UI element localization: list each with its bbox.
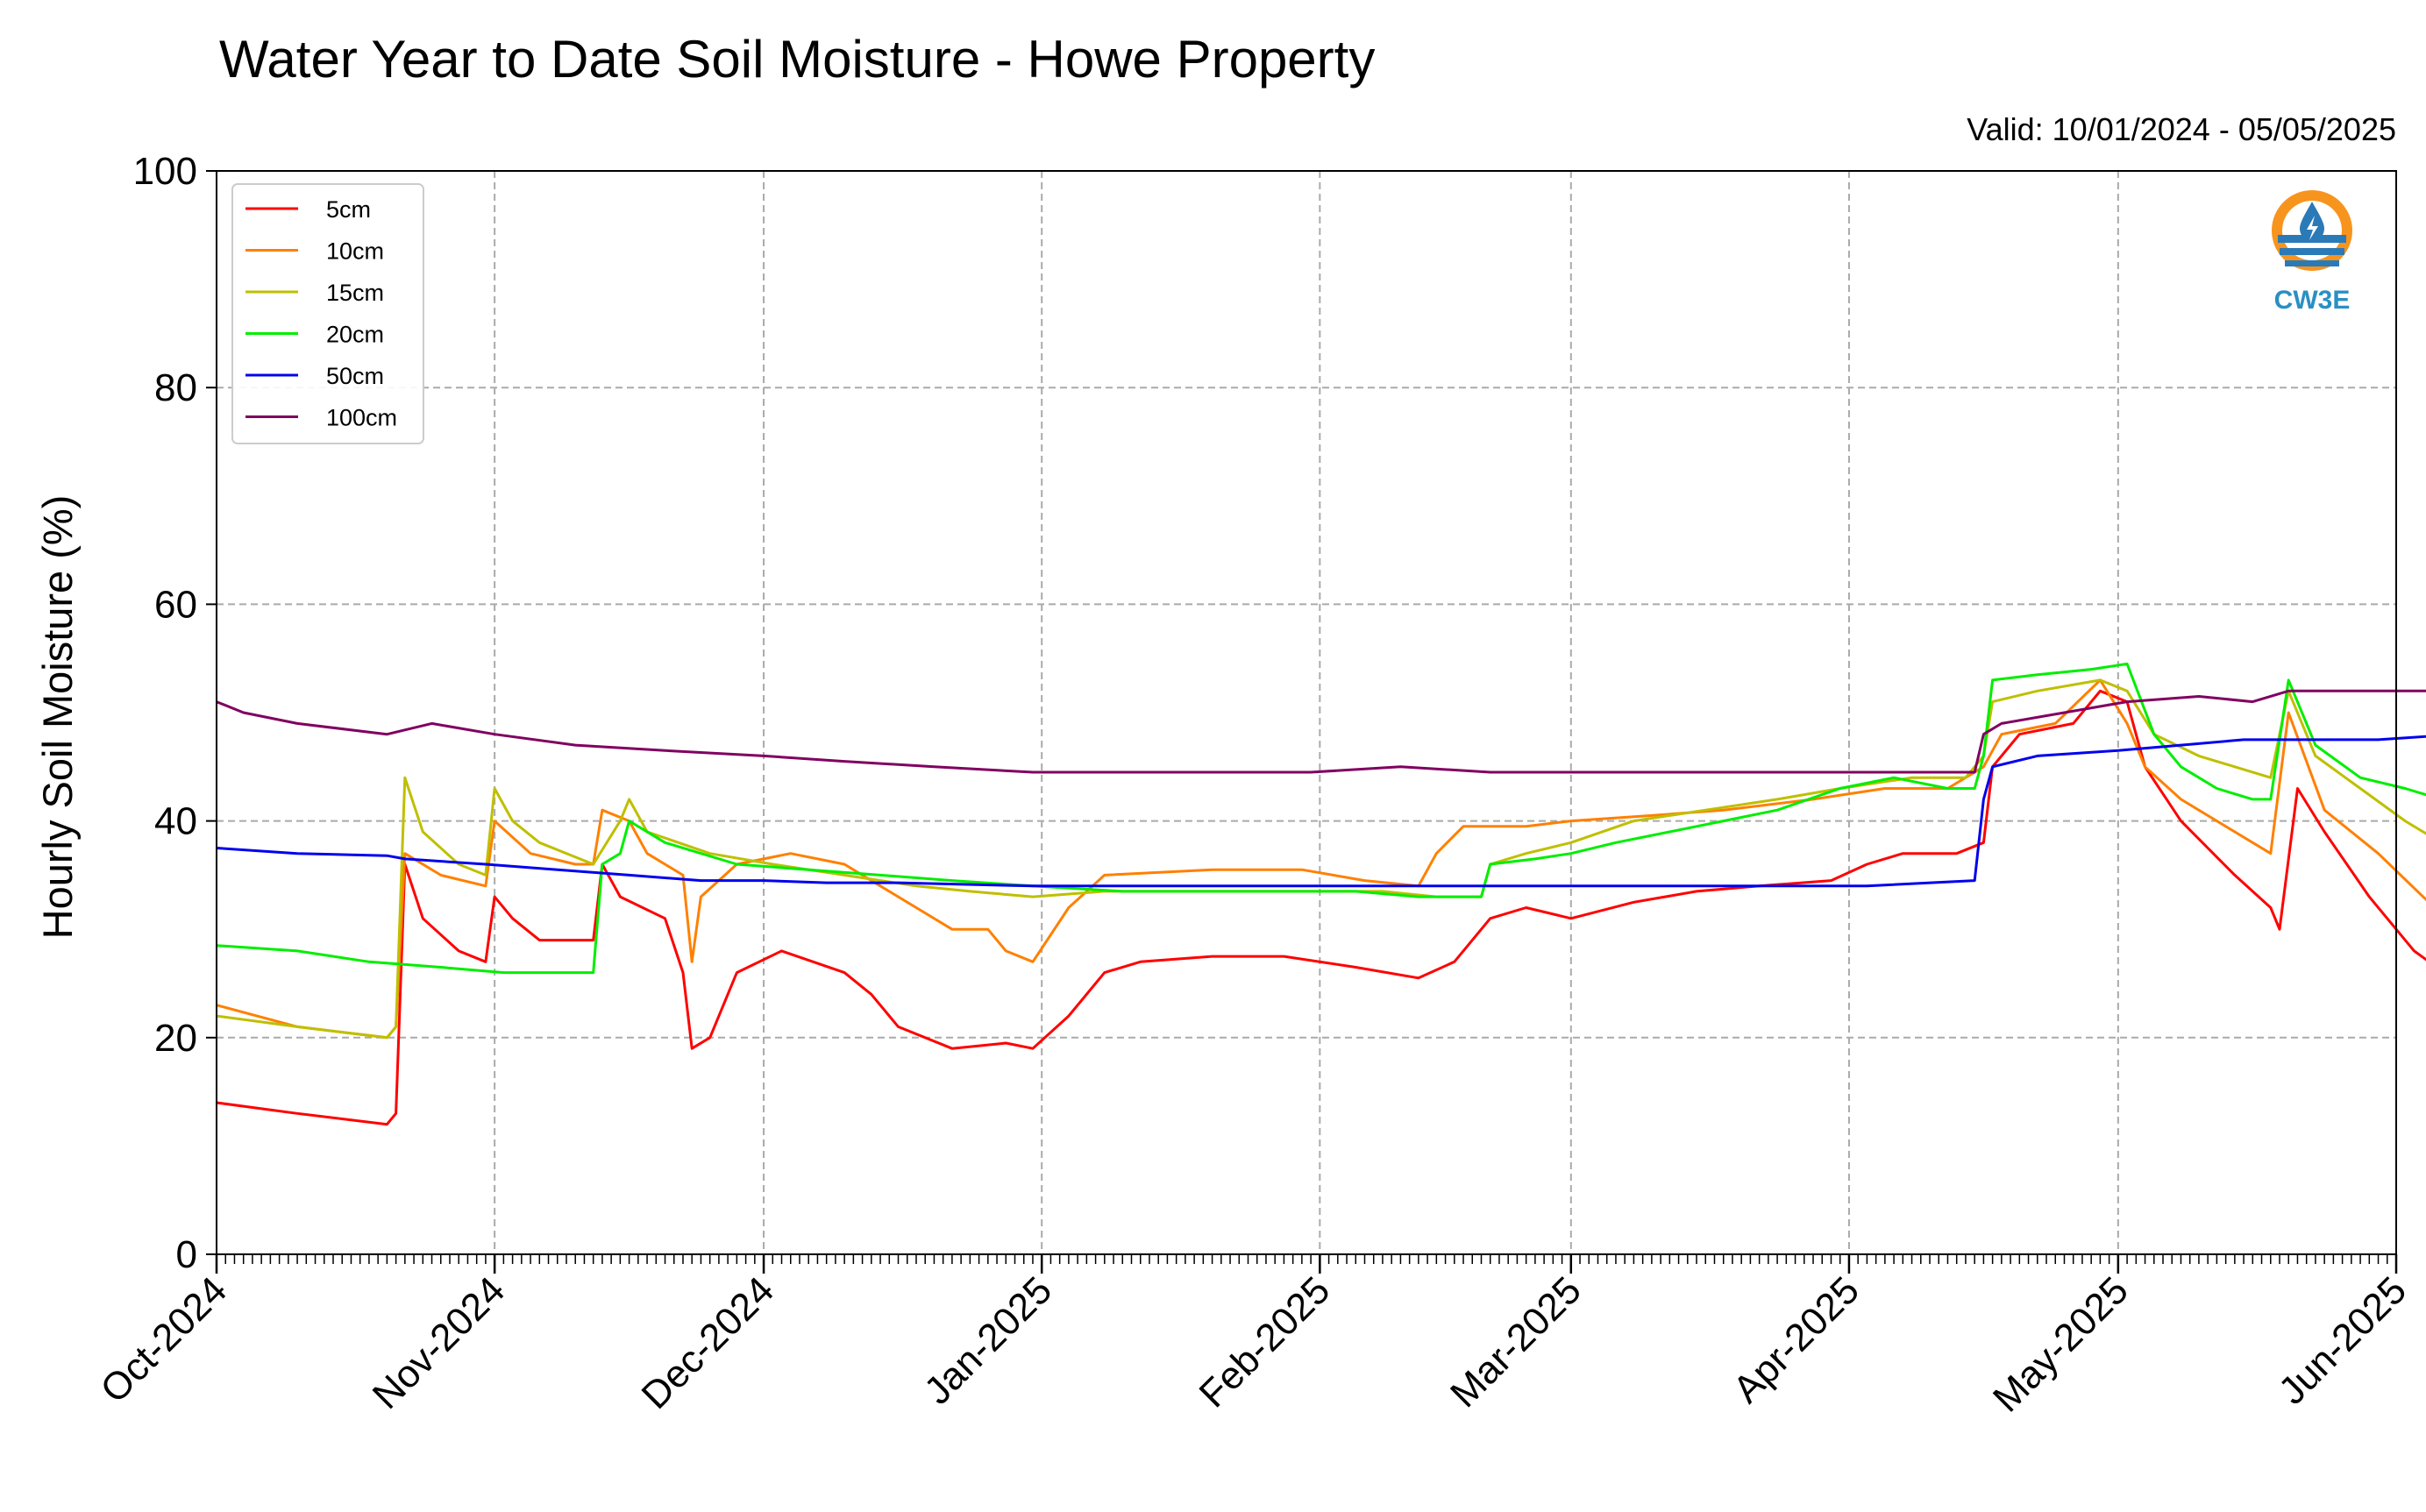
x-tick-label: Oct-2024 — [92, 1268, 235, 1411]
series-line-10cm — [216, 678, 2426, 1040]
legend-label-50cm: 50cm — [326, 363, 384, 389]
y-tick-label: 0 — [176, 1233, 197, 1276]
legend-label-10cm: 10cm — [326, 238, 384, 265]
y-tick-labels: 0 20 40 60 80 100 — [133, 150, 197, 1276]
gridlines — [217, 171, 2396, 1254]
chart-title: Water Year to Date Soil Moisture - Howe … — [219, 30, 1375, 89]
legend-label-20cm: 20cm — [326, 322, 384, 348]
x-tick-label: Nov-2024 — [365, 1268, 514, 1417]
x-tick-label: Apr-2025 — [1725, 1268, 1868, 1411]
x-tick-label: Jun-2025 — [2271, 1268, 2415, 1412]
y-tick-label: 40 — [154, 800, 197, 843]
y-tick-label: 20 — [154, 1017, 197, 1060]
y-tick-label: 60 — [154, 583, 197, 626]
valid-date-range: Valid: 10/01/2024 - 05/05/2025 — [1967, 111, 2396, 147]
plot-frame — [216, 170, 2397, 1255]
legend-label-15cm: 15cm — [326, 280, 384, 306]
legend-label-5cm: 5cm — [326, 196, 371, 223]
cw3e-logo: CW3E — [2272, 190, 2352, 315]
legend: 5cm 10cm 15cm 20cm 50cm 100cm — [231, 183, 424, 444]
x-tick-label: Dec-2024 — [634, 1268, 783, 1417]
series-line-50cm — [216, 735, 2426, 888]
x-tick-label: Feb-2025 — [1192, 1268, 1339, 1416]
logo-wave-2 — [2280, 248, 2344, 255]
x-tick-label: May-2025 — [1985, 1268, 2137, 1420]
y-tick-label: 80 — [154, 366, 197, 409]
series-line-20cm — [216, 662, 2426, 975]
logo-text: CW3E — [2274, 286, 2351, 315]
legend-label-100cm: 100cm — [326, 405, 397, 431]
x-tick-label: Mar-2025 — [1442, 1268, 1590, 1416]
x-tick-labels: Oct-2024 Nov-2024 Dec-2024 Jan-2025 Feb-2025… — [92, 1268, 2415, 1420]
lightning-bolt-icon — [2307, 216, 2318, 240]
series-line-100cm — [216, 689, 2426, 774]
y-axis-label: Hourly Soil Moisture (%) — [34, 495, 81, 940]
x-tick-label: Jan-2025 — [916, 1268, 1060, 1412]
logo-wave-3 — [2285, 260, 2339, 266]
axis-ticks — [206, 170, 2398, 1274]
y-tick-label: 100 — [133, 150, 197, 193]
series-line-15cm — [216, 678, 2426, 1040]
series-line-5cm — [216, 689, 2426, 1126]
series-lines — [216, 662, 2426, 1126]
